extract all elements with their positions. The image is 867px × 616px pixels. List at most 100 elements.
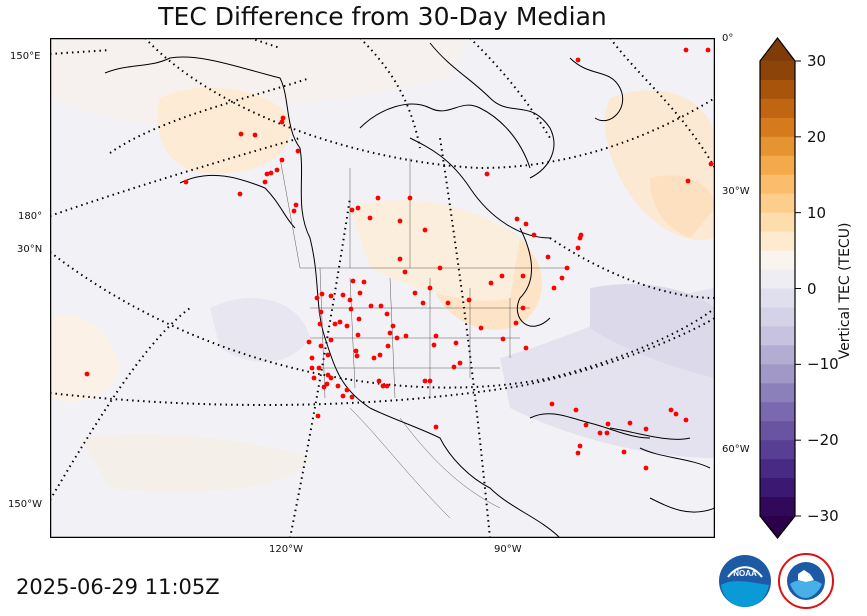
label-120w: 120°W: [269, 544, 303, 555]
gnss-station-dot: [549, 401, 555, 407]
gnss-station-dot: [291, 208, 297, 214]
gnss-station-dot: [357, 290, 363, 296]
gnss-station-dot: [520, 305, 526, 311]
gnss-station-dot: [397, 256, 403, 262]
gnss-station-dot: [348, 306, 354, 312]
gnss-station-dot: [390, 323, 396, 329]
gnss-station-dot: [237, 191, 243, 197]
gnss-station-dot: [564, 265, 570, 271]
gnss-station-dot: [319, 291, 325, 297]
gnss-station-dot: [349, 394, 355, 400]
colorbar-band: [760, 459, 795, 479]
gnss-station-dot: [238, 131, 244, 137]
gnss-station-dot: [431, 342, 437, 348]
colorbar-band: [760, 326, 795, 346]
gnss-station-dot: [583, 422, 589, 428]
timestamp: 2025-06-29 11:05Z: [16, 575, 220, 599]
colorbar-tick-label: 10: [807, 203, 827, 222]
gnss-station-dot: [397, 218, 403, 224]
gnss-station-dot: [466, 297, 472, 303]
gnss-station-dot: [433, 333, 439, 339]
label-0: 0°: [722, 33, 734, 44]
gnss-station-dot: [545, 254, 551, 260]
gnss-station-dot: [354, 353, 360, 359]
gnss-station-dot: [514, 216, 520, 222]
gnss-station-dot: [356, 316, 362, 322]
gnss-station-dot: [309, 365, 315, 371]
gnss-station-dot: [324, 381, 330, 387]
gnss-station-dot: [627, 420, 633, 426]
gnss-station-dot: [340, 292, 346, 298]
colorbar-band: [760, 383, 795, 403]
gnss-station-dot: [407, 195, 413, 201]
gnss-station-dot: [328, 337, 334, 343]
gnss-station-dot: [84, 371, 90, 377]
gnss-station-dot: [309, 355, 315, 361]
label-30w: 30°W: [722, 186, 750, 197]
label-30n: 30°N: [17, 244, 43, 255]
noaa-logo-text: NOAA: [733, 569, 757, 578]
gnss-station-dot: [523, 345, 529, 351]
gnss-station-dot: [318, 343, 324, 349]
colorbar-tick-label: −30: [807, 507, 839, 525]
gnss-station-dot: [499, 273, 505, 279]
label-90w: 90°W: [494, 544, 522, 555]
gnss-station-dot: [559, 275, 565, 281]
gnss-station-dot: [335, 383, 341, 389]
gnss-station-dot: [321, 384, 327, 390]
gnss-station-dot: [376, 378, 382, 384]
gnss-station-dot: [347, 297, 353, 303]
gnss-station-dot: [427, 285, 433, 291]
gnss-station-dot: [268, 170, 274, 176]
colorbar-band: [760, 117, 795, 138]
gnss-station-dot: [500, 336, 506, 342]
gnss-station-dot: [531, 232, 537, 238]
gnss-station-dot: [316, 365, 322, 371]
colorbar-band: [760, 307, 795, 327]
gnss-station-dot: [353, 348, 359, 354]
colorbar: [759, 37, 801, 539]
tec-map: [50, 38, 715, 538]
gnss-station-dot: [708, 161, 714, 167]
gnss-station-dot: [252, 132, 258, 138]
political-boundaries: [279, 157, 570, 519]
label-60w: 60°W: [722, 444, 750, 455]
gnss-station-dot: [337, 319, 343, 325]
gnss-station-dot: [340, 393, 346, 399]
gnss-station-dot: [403, 333, 409, 339]
gnss-station-dot: [523, 221, 529, 227]
colorbar-band: [760, 155, 795, 176]
gnss-station-dot: [422, 378, 428, 384]
gnss-station-dot: [605, 421, 611, 427]
gnss-station-dot: [279, 157, 285, 163]
colorbar-band: [760, 421, 795, 441]
gnss-station-dot: [445, 300, 451, 306]
gnss-station-dot: [349, 207, 355, 213]
colorbar-band: [760, 288, 795, 308]
colorbar-band: [760, 231, 795, 252]
gnss-station-dot: [621, 449, 627, 455]
colorbar-band: [760, 193, 795, 214]
gnss-station-dot: [478, 325, 484, 331]
gnss-station-dot: [332, 321, 338, 327]
gnss-station-dot: [402, 269, 408, 275]
gnss-station-dot: [315, 413, 321, 419]
gnss-station-dot: [314, 295, 320, 301]
gnss-station-dot: [484, 171, 490, 177]
gnss-station-dot: [520, 273, 526, 279]
colorbar-band: [760, 345, 795, 365]
gnss-station-dot: [375, 195, 381, 201]
gnss-station-dot: [387, 330, 393, 336]
gnss-station-dot: [668, 407, 674, 413]
colorbar-tick-label: 0: [807, 279, 817, 298]
colorbar-band: [760, 212, 795, 233]
gnss-station-dot: [318, 309, 324, 315]
colorbar-band: [760, 98, 795, 119]
colorbar-band: [760, 497, 795, 517]
colorbar-tick-label: 20: [807, 127, 827, 146]
gnss-station-dot: [380, 383, 386, 389]
tec-anomaly-field: [50, 38, 715, 492]
gnss-station-dot: [551, 285, 557, 291]
colorbar-band: [760, 402, 795, 422]
gnss-station-dot: [604, 430, 610, 436]
